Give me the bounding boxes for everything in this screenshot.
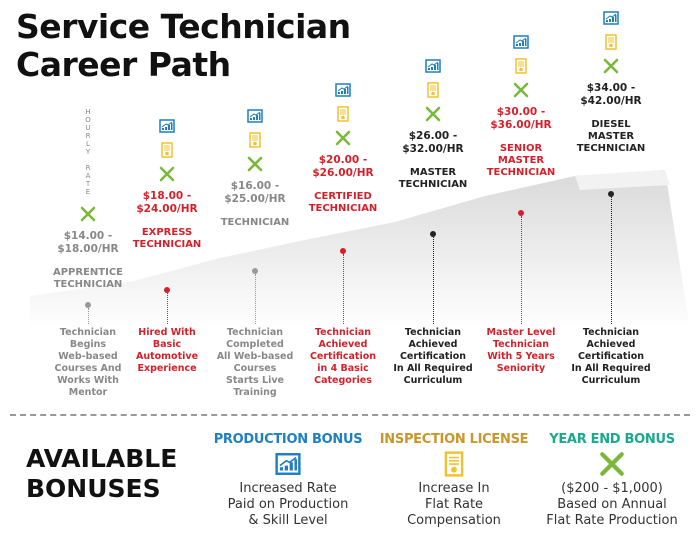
timeline-dot	[430, 231, 436, 237]
timeline-dot	[340, 248, 346, 254]
stairs-graphic	[30, 170, 690, 330]
hourly-rate: $16.00 - $25.00/HR	[224, 180, 286, 205]
bonuses-heading: AVAILABLE BONUSES	[26, 444, 178, 503]
hourly-rate: $20.00 - $26.00/HR	[312, 154, 374, 179]
tools-icon	[527, 451, 697, 477]
certificate-icon	[247, 132, 263, 148]
bonus-inspection-license: INSPECTION LICENSE Increase In Flat Rate Co…	[369, 432, 539, 529]
hourly-rate: $26.00 - $32.00/HR	[402, 130, 464, 155]
bonus-title: INSPECTION LICENSE	[379, 432, 529, 447]
tools-icon	[159, 166, 175, 182]
bonus-production-bonus: PRODUCTION BONUS Increased Rate Paid on Pr…	[203, 432, 373, 529]
certificate-icon	[369, 451, 539, 477]
timeline-line	[88, 308, 90, 324]
chart-icon	[603, 10, 619, 26]
level-description: Technician Begins Web-based Courses And Work…	[54, 327, 122, 398]
bonus-description: ($200 - $1,000) Based on Annual Flat Rate …	[546, 481, 678, 528]
bonus-title: PRODUCTION BONUS	[213, 432, 363, 447]
timeline-line	[521, 216, 523, 324]
hourly-rate: $14.00 - $18.00/HR	[57, 230, 119, 255]
hourly-rate: $30.00 - $36.00/HR	[490, 106, 552, 131]
bonus-description: Increased Rate Paid on Production & Skill …	[227, 481, 349, 528]
level-description: Master Level Technician With 5 Years Senior…	[486, 327, 556, 374]
timeline-line	[611, 197, 613, 324]
career-level-4: $26.00 - $32.00/HR MASTER TECHNICIAN	[387, 58, 479, 191]
tools-icon	[335, 130, 351, 146]
divider	[10, 414, 690, 416]
timeline-dot	[608, 191, 614, 197]
tools-icon	[425, 106, 441, 122]
timeline-line	[343, 254, 345, 324]
timeline-line	[167, 293, 169, 324]
chart-icon	[425, 58, 441, 74]
level-description: Technician Achieved Certification In All Re…	[571, 327, 651, 386]
certificate-icon	[425, 82, 441, 98]
bonus-year-end-bonus: YEAR END BONUS ($200 - $1,000) Based on An…	[527, 432, 697, 529]
certificate-icon	[513, 58, 529, 74]
level-description: Technician Achieved Certification In All Re…	[393, 327, 473, 386]
level-description: Technician Achieved Certification in 4 Basi…	[309, 327, 377, 386]
role-title: APPRENTICE TECHNICIAN	[52, 267, 123, 290]
role-title: MASTER TECHNICIAN	[398, 167, 468, 190]
certificate-icon	[603, 34, 619, 50]
chart-icon	[159, 118, 175, 134]
chart-icon	[247, 108, 263, 124]
role-title: SENIOR MASTER TECHNICIAN	[486, 143, 556, 178]
timeline-dot	[164, 287, 170, 293]
bonus-title: YEAR END BONUS	[549, 432, 675, 447]
timeline-line	[255, 274, 257, 324]
role-title: DIESEL MASTER TECHNICIAN	[576, 119, 646, 154]
chart-icon	[513, 34, 529, 50]
role-title: EXPRESS TECHNICIAN	[132, 227, 202, 250]
hourly-rate: $18.00 - $24.00/HR	[136, 190, 198, 215]
career-level-3: $20.00 - $26.00/HR CERTIFIED TECHNICIAN	[297, 82, 389, 215]
role-title: CERTIFIED TECHNICIAN	[308, 191, 378, 214]
tools-icon	[247, 156, 263, 172]
career-level-1: $18.00 - $24.00/HR EXPRESS TECHNICIAN	[121, 118, 213, 251]
certificate-icon	[159, 142, 175, 158]
chart-icon	[335, 82, 351, 98]
page-title: Service Technician Career Path	[16, 7, 351, 84]
bonus-description: Increase In Flat Rate Compensation	[407, 481, 501, 528]
timeline-dot	[252, 268, 258, 274]
tools-icon	[80, 206, 96, 222]
tools-icon	[513, 82, 529, 98]
level-description: Technician Completed All Web-based Courses S…	[216, 327, 294, 398]
tools-icon	[603, 58, 619, 74]
career-level-5: $30.00 - $36.00/HR SENIOR MASTER TECHNICIAN	[475, 34, 567, 179]
role-title: TECHNICIAN	[220, 217, 290, 228]
level-description: Hired With Basic Automotive Experience	[135, 327, 199, 374]
certificate-icon	[335, 106, 351, 122]
career-level-2: $16.00 - $25.00/HR TECHNICIAN	[209, 108, 301, 229]
timeline-dot	[518, 210, 524, 216]
chart-icon	[203, 451, 373, 477]
timeline-line	[433, 237, 435, 324]
hourly-rate: $34.00 - $42.00/HR	[580, 82, 642, 107]
timeline-dot	[85, 302, 91, 308]
career-level-6: $34.00 - $42.00/HR DIESEL MASTER TECHNICIAN	[565, 10, 657, 155]
